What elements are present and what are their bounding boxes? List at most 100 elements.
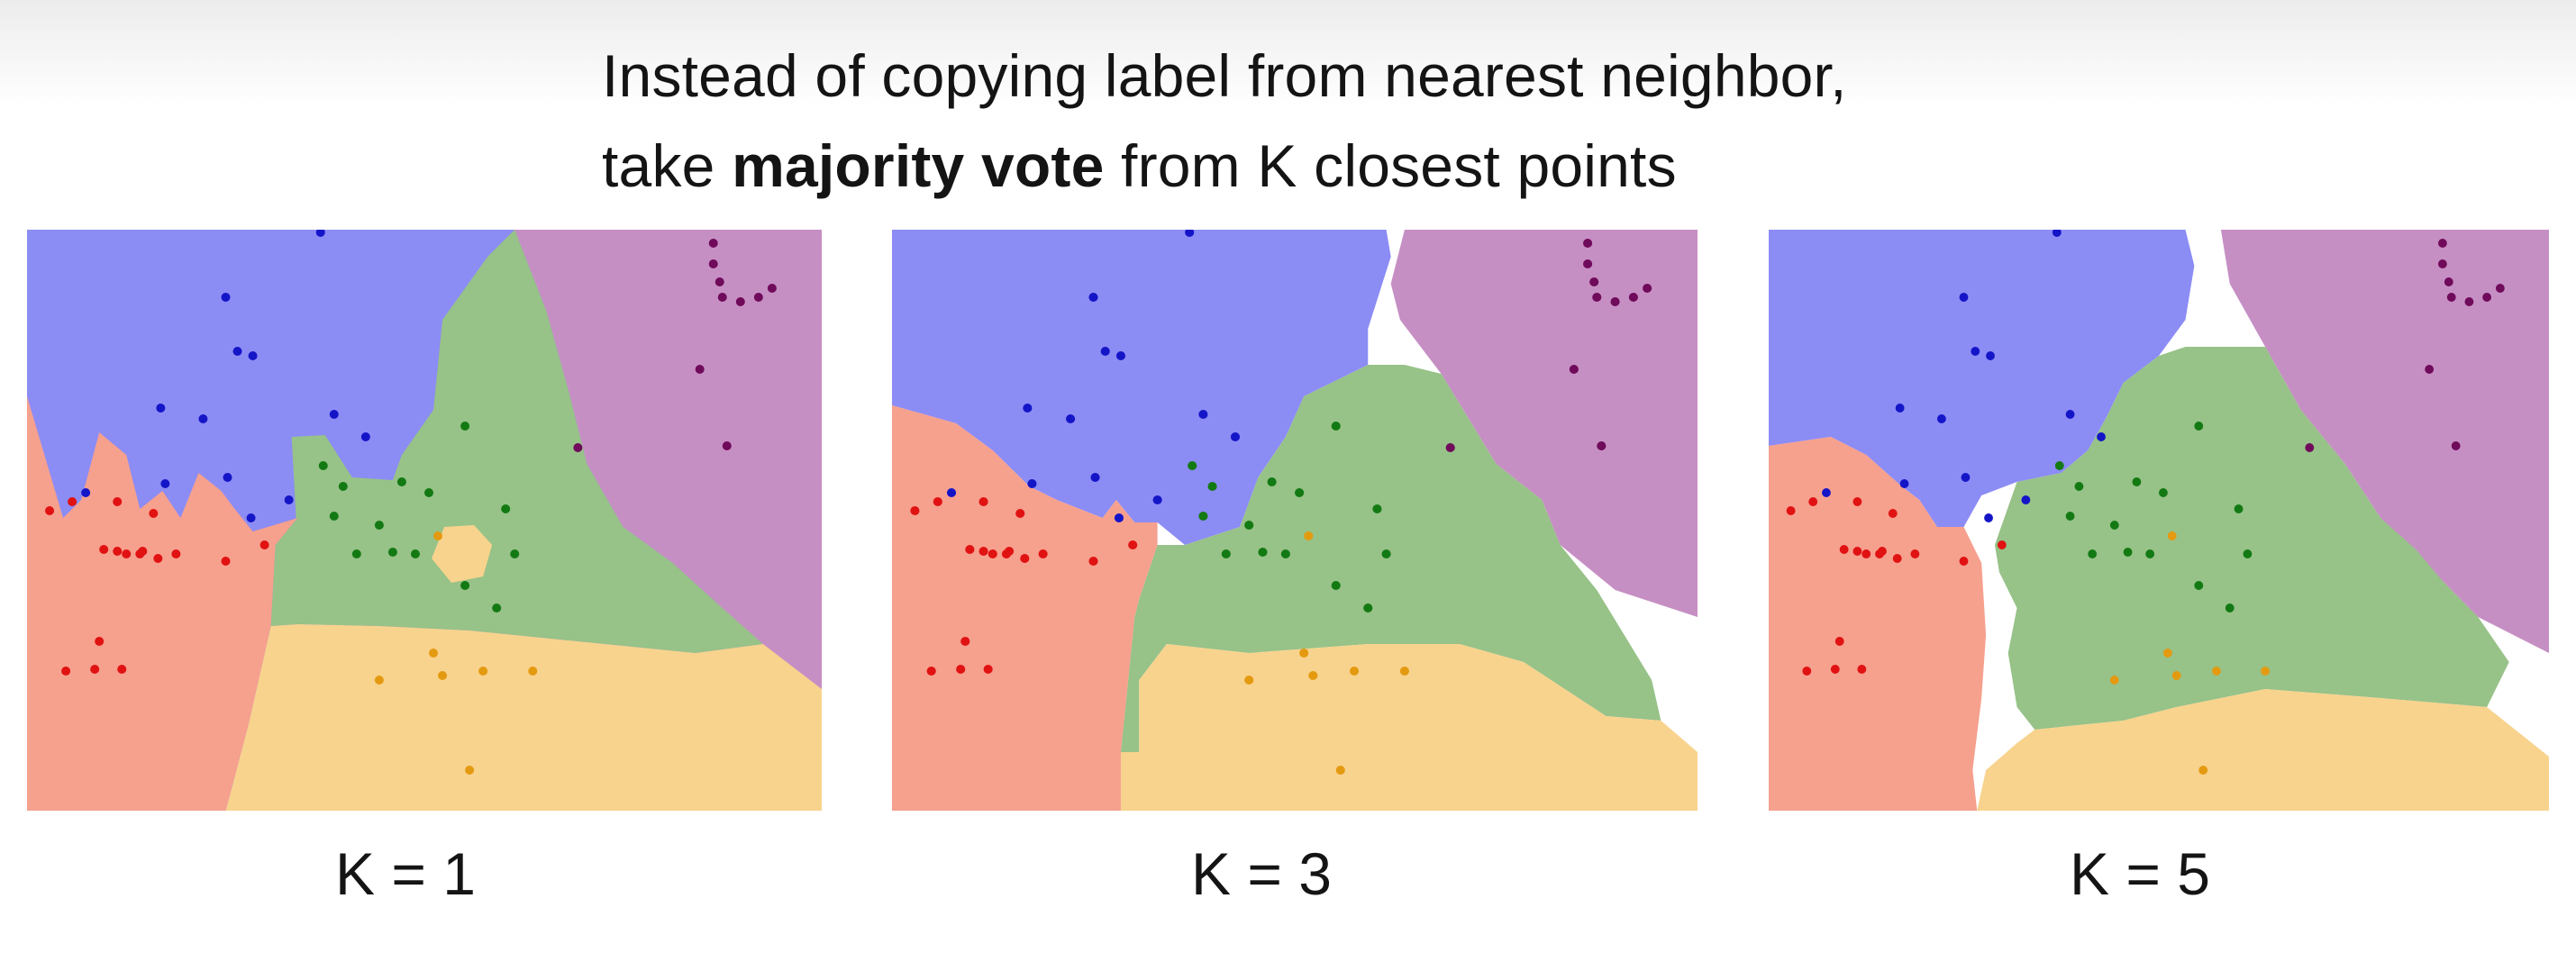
blue-point: [2021, 495, 2031, 504]
purple-point: [1583, 259, 1593, 268]
green-point: [338, 482, 348, 491]
red-point: [149, 509, 159, 518]
red-point: [1852, 497, 1862, 506]
green-point: [1258, 548, 1268, 557]
orange-point: [2167, 531, 2177, 540]
red-point: [45, 506, 55, 515]
green-point: [2123, 548, 2133, 557]
orange-point: [2162, 649, 2172, 658]
red-point: [965, 545, 975, 554]
red-point: [1786, 506, 1796, 515]
green-point: [424, 488, 434, 497]
blue-point: [1027, 479, 1037, 488]
green-point: [2132, 477, 2142, 486]
red-point: [1997, 540, 2007, 549]
green-point: [1331, 581, 1341, 590]
blue-point: [2097, 432, 2106, 441]
green-point: [374, 521, 384, 530]
green-point: [460, 422, 470, 431]
purple-point: [708, 239, 718, 248]
purple-point: [1569, 365, 1579, 374]
green-point: [2074, 482, 2084, 491]
purple-point: [715, 277, 724, 286]
purple-point: [2464, 297, 2474, 306]
green-point: [1244, 521, 1254, 530]
red-point: [259, 540, 269, 549]
blue-point: [246, 513, 256, 522]
green-point: [2109, 521, 2119, 530]
red-point: [933, 497, 942, 506]
decision-boundary-k3: [892, 230, 1698, 811]
green-point: [1221, 549, 1231, 558]
orange-point: [2212, 667, 2221, 676]
red-point: [979, 547, 988, 556]
green-point: [387, 548, 397, 557]
green-point: [1267, 477, 1277, 486]
orange-point: [374, 676, 384, 685]
purple-point: [2446, 293, 2456, 302]
orange-point: [465, 766, 475, 775]
red-point: [1839, 545, 1849, 554]
blue-point: [360, 432, 370, 441]
blue-point: [198, 414, 208, 423]
panel-label-k1: K = 1: [335, 840, 476, 907]
knn-panel-k5: [1769, 230, 2549, 811]
green-point: [2145, 549, 2155, 558]
purple-point: [2425, 365, 2435, 374]
green-point: [460, 581, 470, 590]
red-point: [1020, 554, 1030, 563]
region-red: [1769, 437, 1987, 811]
purple-point: [1583, 239, 1593, 248]
red-point: [171, 549, 181, 558]
green-point: [1198, 512, 1208, 521]
purple-point: [573, 443, 583, 452]
orange-point: [1399, 667, 1409, 676]
purple-point: [735, 297, 745, 306]
purple-point: [1610, 297, 1620, 306]
blue-point: [1984, 513, 1993, 522]
blue-point: [1115, 351, 1126, 360]
orange-point: [2109, 676, 2119, 685]
region-orange-island: [432, 525, 493, 583]
green-point: [1207, 482, 1217, 491]
red-point: [1088, 557, 1098, 566]
orange-point: [1244, 676, 1254, 685]
blue-point: [1023, 404, 1033, 413]
region-purple: [2220, 230, 2549, 653]
region-red: [892, 405, 1158, 811]
green-point: [410, 549, 420, 558]
orange-point: [438, 671, 448, 680]
red-point: [1857, 665, 1867, 674]
green-point: [1331, 422, 1341, 431]
purple-point: [1597, 441, 1607, 450]
purple-point: [2437, 259, 2447, 268]
purple-point: [2451, 441, 2461, 450]
orange-point: [478, 667, 488, 676]
region-orange: [225, 624, 822, 811]
green-point: [2088, 549, 2098, 558]
title-line-2: take majority vote from K closest points: [602, 121, 1847, 211]
green-point: [2234, 504, 2244, 513]
green-point: [2054, 461, 2064, 470]
green-point: [492, 604, 502, 613]
region-orange: [1977, 689, 2549, 811]
purple-point: [1643, 284, 1652, 293]
red-point: [95, 637, 105, 646]
green-point: [2194, 581, 2204, 590]
blue-point: [1090, 473, 1100, 482]
purple-point: [767, 284, 777, 293]
red-point: [1834, 637, 1844, 646]
red-point: [153, 554, 163, 563]
blue-point: [946, 488, 957, 497]
blue-point: [248, 351, 258, 360]
title-line-1: Instead of copying label from nearest ne…: [602, 42, 1847, 109]
red-point: [988, 549, 997, 558]
blue-point: [1088, 293, 1098, 302]
red-point: [1038, 549, 1048, 558]
blue-point: [1986, 351, 1995, 360]
red-point: [956, 665, 966, 674]
orange-point: [1308, 671, 1318, 680]
red-point: [1830, 665, 1840, 674]
red-point: [1892, 554, 1902, 563]
red-point: [113, 497, 123, 506]
